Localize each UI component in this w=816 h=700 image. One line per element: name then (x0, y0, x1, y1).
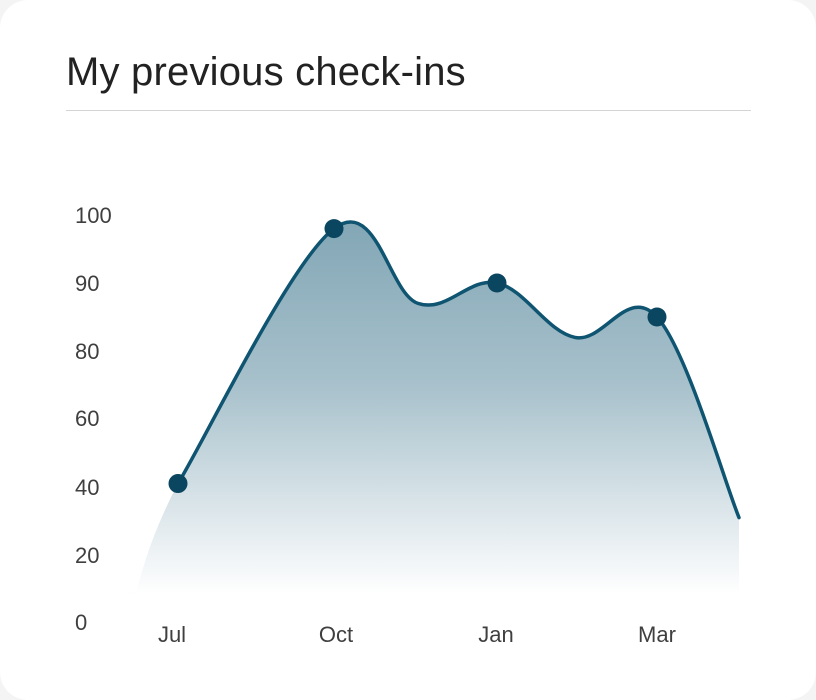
x-tick-label: Oct (319, 622, 353, 647)
data-point (487, 273, 507, 293)
data-point (647, 307, 667, 327)
x-tick-label: Jul (158, 622, 186, 647)
data-point (168, 474, 188, 494)
y-tick-label: 20 (75, 543, 99, 568)
area-fill (128, 222, 739, 622)
title-divider (66, 110, 751, 111)
y-tick-label: 60 (75, 406, 99, 431)
y-tick-label: 40 (75, 475, 99, 500)
y-tick-label: 80 (75, 339, 99, 364)
y-tick-label: 0 (75, 610, 87, 635)
data-point (324, 219, 344, 239)
y-tick-label: 90 (75, 271, 99, 296)
card-title: My previous check-ins (66, 50, 466, 94)
x-tick-label: Jan (478, 622, 513, 647)
y-axis: 0 20 40 60 80 90 100 (75, 203, 112, 635)
data-points (168, 219, 667, 494)
y-tick-label: 100 (75, 203, 112, 228)
x-axis: Jul Oct Jan Mar (158, 622, 676, 647)
x-tick-label: Mar (638, 622, 676, 647)
